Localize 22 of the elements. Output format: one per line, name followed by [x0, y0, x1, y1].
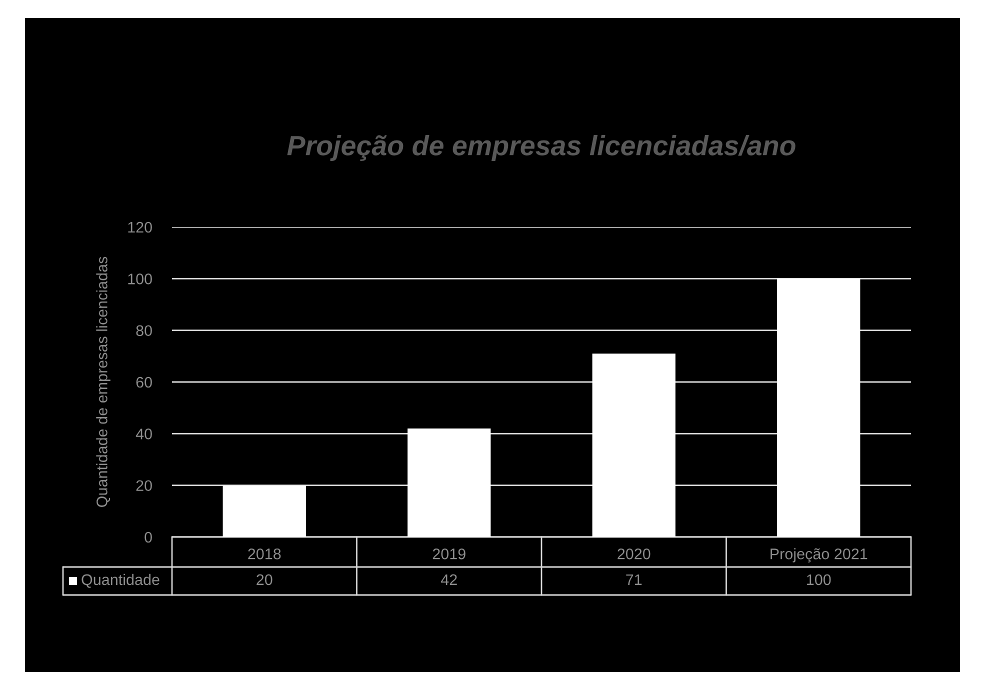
y-tick-label: 0 — [144, 532, 152, 543]
y-tick-label: 80 — [136, 325, 152, 336]
y-tick-label: 100 — [128, 274, 152, 284]
bar — [777, 278, 860, 537]
y-tick-label: 20 — [136, 480, 152, 492]
chart-title: Projeção de empresas licenciadas/ano — [287, 135, 796, 161]
data-label: 100 — [807, 574, 831, 586]
y-tick-label: 40 — [136, 428, 152, 440]
x-tick-label: 2020 — [618, 548, 650, 560]
data-label: 20 — [256, 574, 272, 586]
y-axis-title: Quantidade de empresas licenciadas — [96, 256, 110, 507]
x-tick-label: 2019 — [432, 548, 466, 560]
x-tick-label: 2018 — [248, 548, 281, 560]
bar — [408, 428, 491, 537]
data-label: 42 — [440, 574, 457, 585]
x-tick-label: Projeção 2021 — [770, 548, 868, 562]
bar — [592, 354, 676, 537]
data-label: 71 — [626, 574, 642, 585]
y-tick-label: 60 — [136, 376, 152, 388]
y-tick-label: 120 — [128, 222, 152, 233]
legend-label: Quantidade — [82, 574, 160, 588]
bar — [222, 485, 306, 537]
